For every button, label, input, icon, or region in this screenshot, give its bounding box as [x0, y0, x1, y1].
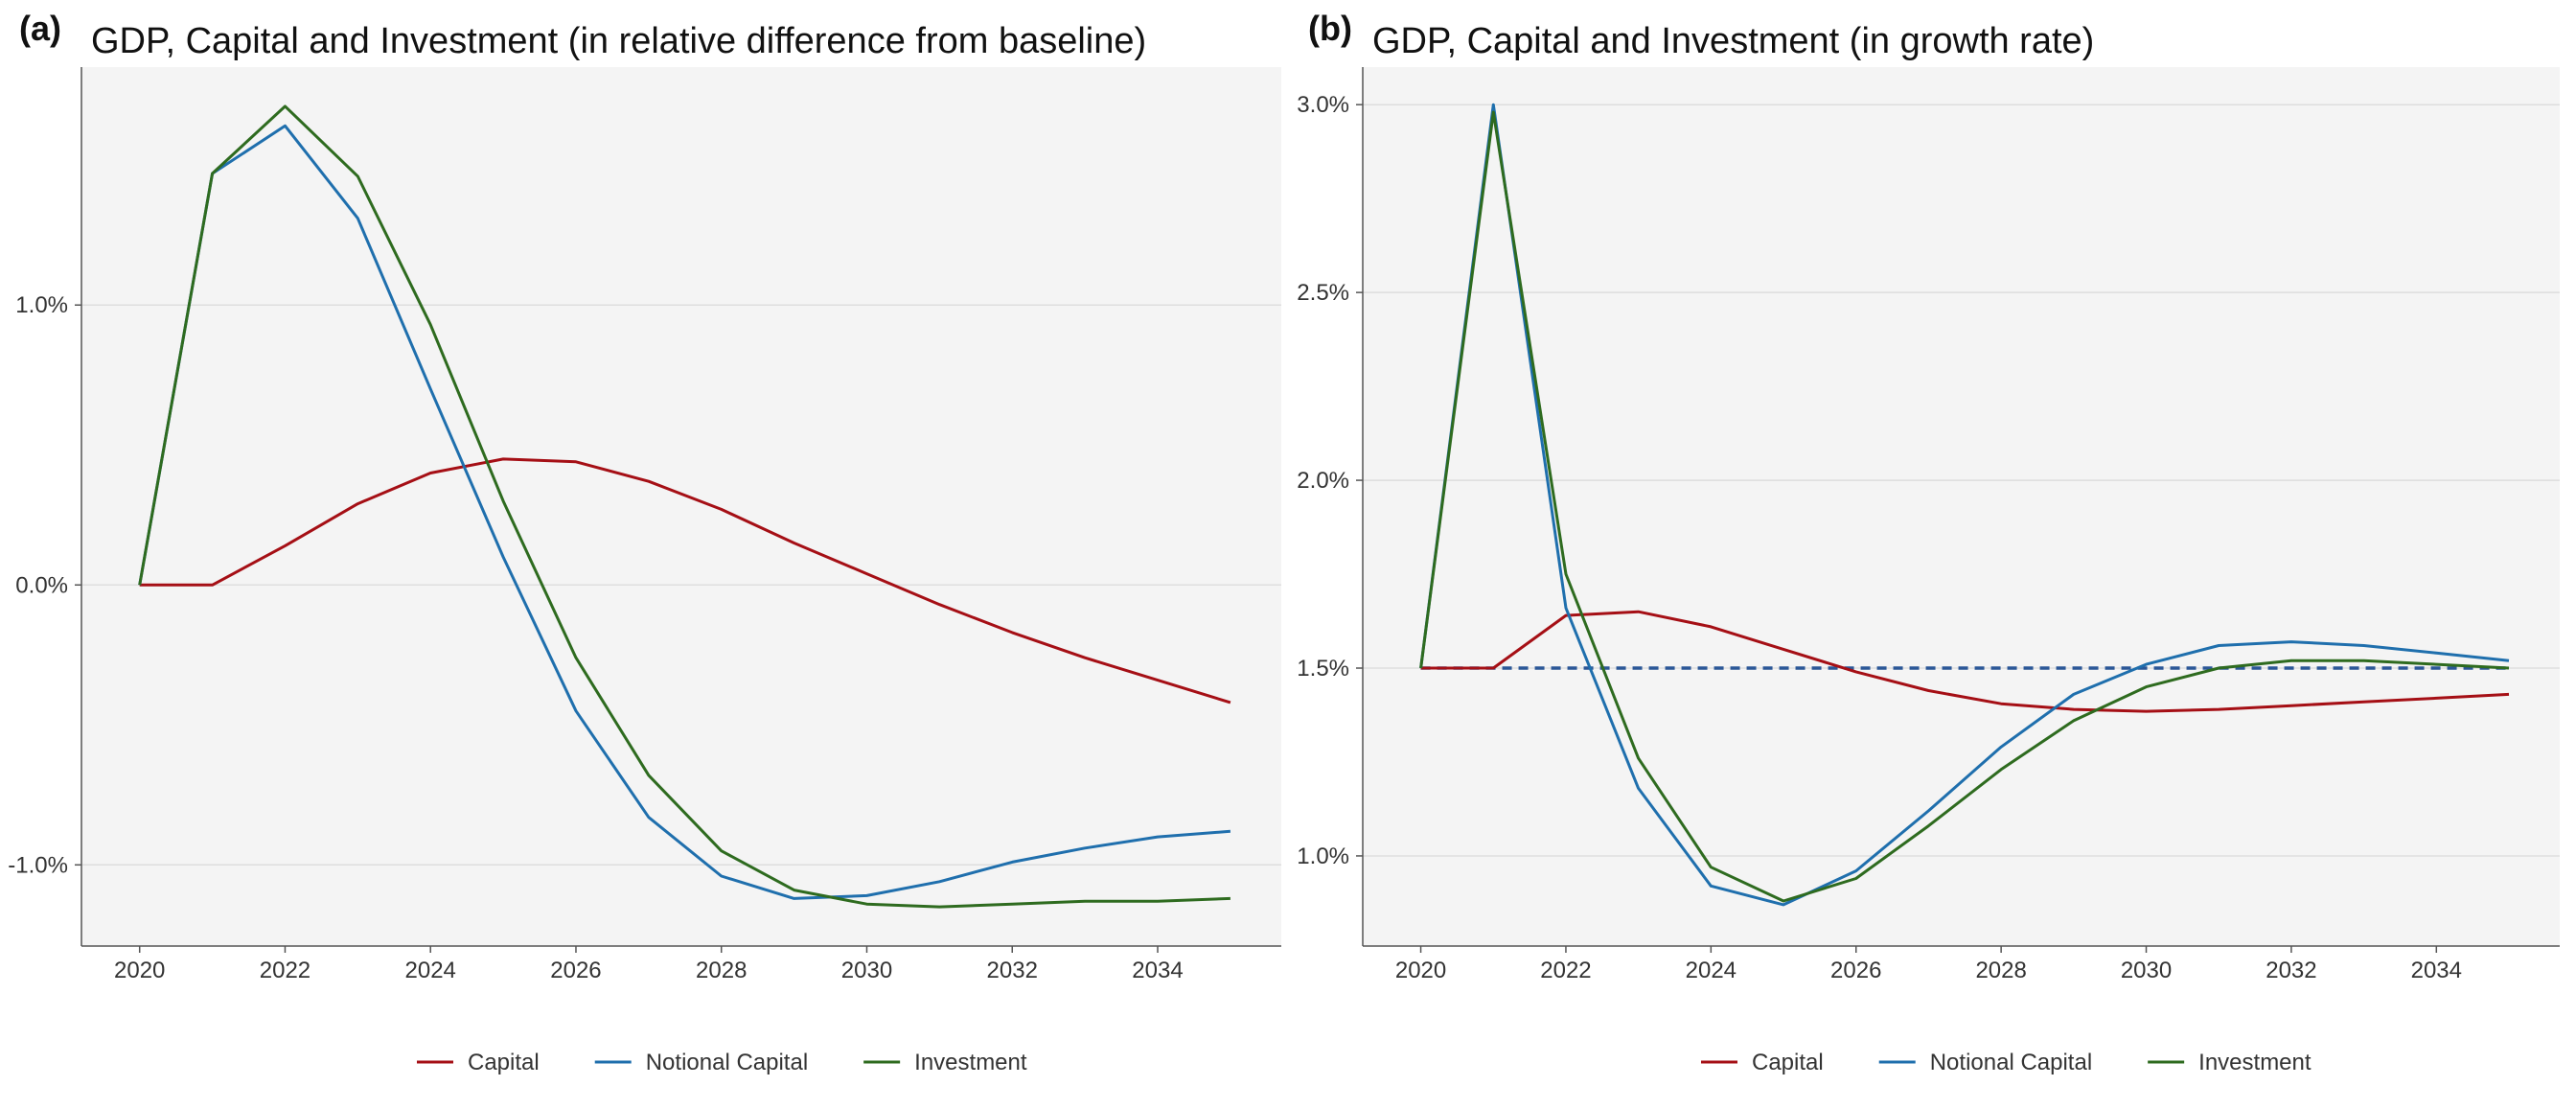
series-line-investment — [1419, 110, 2510, 903]
x-tick-label: 2028 — [696, 958, 747, 983]
legend-label-notional-capital: Notional Capital — [1930, 1050, 2092, 1075]
series-line-investment — [138, 104, 1230, 909]
y-tick-label: 3.0% — [1297, 92, 1349, 118]
y-tick-label: 1.5% — [1297, 656, 1349, 682]
x-tick-label: 2024 — [1686, 958, 1736, 983]
legend: Capital Notional Capital Investment — [417, 1050, 1027, 1075]
x-tick-label: 2022 — [260, 958, 310, 983]
y-tick-label: 0.0% — [15, 572, 68, 598]
series-line-capital — [1420, 610, 2510, 713]
x-tick-label: 2026 — [550, 958, 601, 983]
y-tick-label: 1.0% — [15, 292, 68, 318]
x-tick-label: 2028 — [1975, 958, 2026, 983]
x-tick-label: 2020 — [1395, 958, 1446, 983]
x-tick-label: 2020 — [114, 958, 165, 983]
x-tick-label: 2026 — [1830, 958, 1881, 983]
legend-label-investment: Investment — [914, 1050, 1027, 1075]
chart-panel-b: 1.0% 1.5% 2.0% 2.5% 3.0% 2020 2022 2024 2026 2028… — [1297, 9, 2560, 1075]
panel-label: (a) — [19, 9, 61, 48]
series-line-notional-capital — [138, 124, 1231, 900]
series-line-notional-capital — [1419, 103, 2510, 907]
x-tick-label: 2030 — [2121, 958, 2172, 983]
x-tick-label: 2030 — [841, 958, 892, 983]
x-tick-label: 2034 — [1132, 958, 1183, 983]
chart-title: GDP, Capital and Investment (in growth r… — [1372, 21, 2094, 61]
x-tick-label: 2034 — [2411, 958, 2462, 983]
y-tick-label: 1.0% — [1297, 843, 1349, 869]
x-tick-label: 2032 — [987, 958, 1038, 983]
plot-background — [81, 67, 1281, 946]
x-tick-label: 2022 — [1540, 958, 1591, 983]
plot-background — [1363, 67, 2560, 946]
y-tick-label: 2.5% — [1297, 280, 1349, 306]
legend-label-capital: Capital — [1752, 1050, 1824, 1075]
panel-label: (b) — [1308, 9, 1352, 48]
x-tick-label: 2032 — [2266, 958, 2316, 983]
legend-label-investment: Investment — [2198, 1050, 2312, 1075]
chart-panel-a: -1.0% 0.0% 1.0% 2020 2022 2024 2026 2028 2030 203… — [8, 9, 1281, 1075]
legend-label-notional-capital: Notional Capital — [646, 1050, 808, 1075]
chart-title: GDP, Capital and Investment (in relative… — [91, 21, 1146, 61]
x-tick-label: 2024 — [405, 958, 456, 983]
legend-label-capital: Capital — [468, 1050, 540, 1075]
legend: Capital Notional Capital Investment — [1701, 1050, 2312, 1075]
y-tick-label: 2.0% — [1297, 468, 1349, 494]
series-line-capital — [139, 457, 1231, 705]
y-tick-label: -1.0% — [8, 852, 68, 878]
